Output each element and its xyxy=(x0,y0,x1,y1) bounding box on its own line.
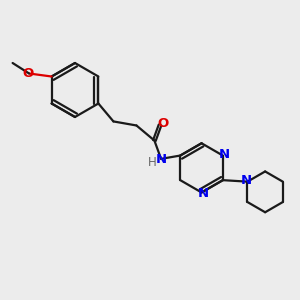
Text: O: O xyxy=(158,117,169,130)
Text: H: H xyxy=(148,156,157,169)
Text: N: N xyxy=(240,174,251,187)
Text: N: N xyxy=(197,188,208,200)
Text: N: N xyxy=(155,153,167,166)
Text: N: N xyxy=(219,148,230,160)
Text: O: O xyxy=(22,67,33,80)
